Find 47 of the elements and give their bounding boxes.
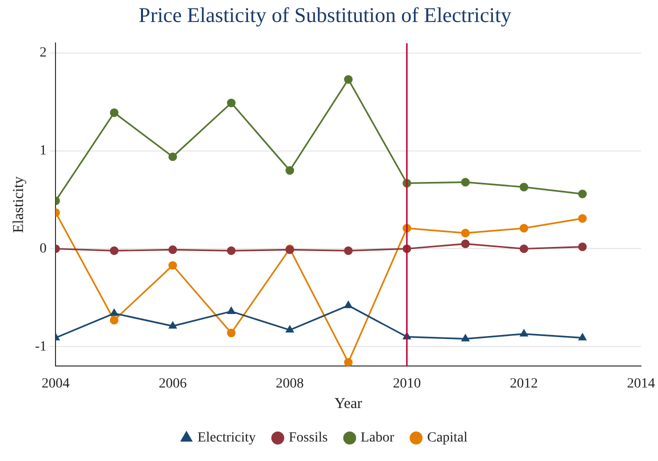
chart-title: Price Elasticity of Substitution of Electricity xyxy=(138,3,512,28)
point xyxy=(110,246,118,256)
x-tick-label: 2008 xyxy=(276,376,304,392)
point xyxy=(344,301,352,308)
point xyxy=(110,309,118,316)
point xyxy=(344,358,353,366)
legend-label: Electricity xyxy=(197,430,256,446)
point xyxy=(286,166,294,175)
legend-label: Fossils xyxy=(288,430,328,446)
point xyxy=(286,326,294,333)
point xyxy=(520,182,528,192)
point xyxy=(110,316,118,324)
point xyxy=(168,261,178,270)
x-tick-label: 2004 xyxy=(42,376,70,392)
x-tick-label: 2012 xyxy=(510,376,538,392)
point xyxy=(578,214,587,223)
y-tick-label: 0 xyxy=(40,241,47,256)
point xyxy=(520,224,528,232)
point xyxy=(227,307,236,314)
legend-label: Labor xyxy=(360,430,394,446)
point xyxy=(168,152,178,162)
legend-label: Capital xyxy=(427,430,468,446)
point xyxy=(110,108,118,117)
point xyxy=(226,246,236,256)
point xyxy=(461,228,470,238)
x-axis-title: Year xyxy=(334,396,362,412)
y-tick-label: 1 xyxy=(40,144,47,159)
point xyxy=(344,246,353,256)
y-axis-title: Elasticity xyxy=(10,176,27,234)
x-tick-label: 2006 xyxy=(158,376,187,392)
y-tick-label: 2 xyxy=(40,46,47,61)
x-tick-label: 2014 xyxy=(627,376,655,392)
point xyxy=(168,322,177,329)
point xyxy=(578,190,587,198)
point xyxy=(226,328,236,338)
point xyxy=(578,334,586,340)
point xyxy=(520,244,528,254)
point xyxy=(461,240,470,248)
point xyxy=(461,178,470,186)
point xyxy=(344,75,353,84)
point xyxy=(462,334,470,342)
y-tick-label: -1 xyxy=(34,339,47,354)
x-tick-label: 2010 xyxy=(392,376,421,392)
point xyxy=(520,330,528,336)
point xyxy=(168,245,178,254)
point xyxy=(578,242,587,252)
point xyxy=(226,98,236,108)
